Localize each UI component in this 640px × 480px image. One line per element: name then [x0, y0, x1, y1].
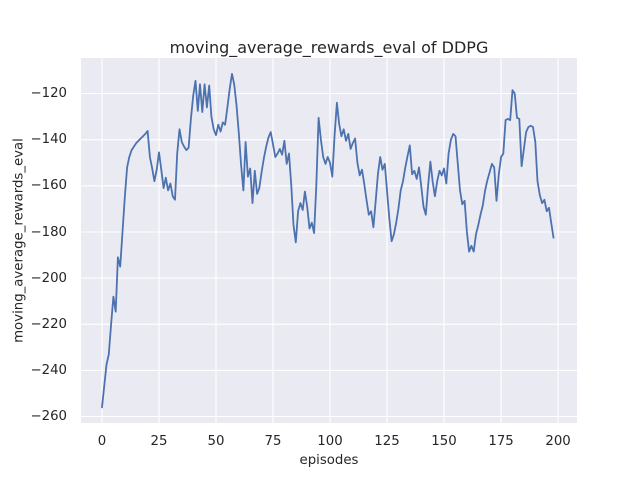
- x-tick-label: 75: [264, 434, 282, 449]
- y-axis-label: moving_average_rewards_eval: [11, 138, 27, 343]
- y-tick-label: −120: [30, 86, 67, 101]
- line-plot: [81, 58, 577, 423]
- y-tick-label: −260: [30, 409, 67, 424]
- chart-title: moving_average_rewards_eval of DDPG: [169, 38, 489, 57]
- x-tick-label: 175: [488, 434, 514, 449]
- plot-area: [81, 58, 577, 423]
- x-tick-label: 200: [545, 434, 571, 449]
- y-tick-label: −220: [30, 316, 67, 332]
- series-line: [101, 72, 555, 409]
- x-tick-label: 25: [150, 434, 168, 449]
- y-tick-label: −200: [30, 270, 67, 286]
- x-tick-label: 0: [97, 434, 107, 449]
- y-tick-label: −160: [30, 178, 67, 194]
- x-tick-label: 50: [207, 434, 225, 449]
- x-tick-label: 150: [431, 434, 457, 449]
- x-tick-label: 100: [317, 434, 343, 449]
- x-tick-label: 125: [374, 434, 400, 449]
- y-tick-label: −140: [30, 132, 67, 148]
- y-tick-label: −240: [30, 362, 67, 378]
- y-tick-label: −180: [30, 224, 67, 240]
- x-axis-label: episodes: [299, 453, 359, 468]
